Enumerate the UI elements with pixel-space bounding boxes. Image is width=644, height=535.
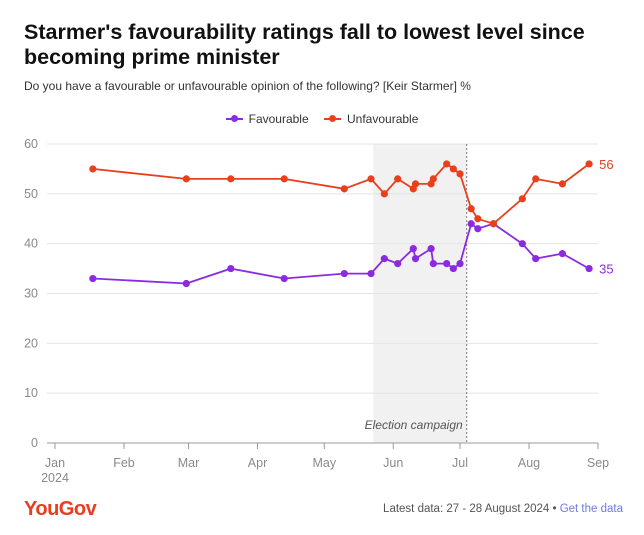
data-point-favourable (367, 269, 375, 278)
data-point-favourable (409, 245, 417, 253)
legend-swatch-favourable (225, 115, 243, 122)
x-tick-label: Feb (113, 456, 135, 470)
data-point-favourable (456, 260, 464, 268)
data-point-favourable (532, 255, 540, 263)
data-point-favourable (380, 255, 388, 263)
data-point-unfavourable (394, 175, 402, 183)
data-point-favourable (89, 274, 97, 283)
data-point-unfavourable (489, 220, 498, 228)
data-point-favourable (449, 264, 457, 273)
data-point-unfavourable (558, 180, 566, 188)
end-label-unfavourable: 56 (599, 157, 613, 172)
x-tick-label: May (312, 456, 336, 470)
latest-data-text: Latest data: 27 - 28 August 2024 • (383, 503, 560, 515)
x-tick-label: Aug (518, 456, 540, 470)
x-tick-label: Sep (587, 456, 609, 470)
legend-item-favourable[interactable]: Favourable (225, 112, 309, 126)
x-tick-label: Jun (383, 456, 403, 470)
data-point-favourable (585, 264, 593, 273)
data-point-favourable (558, 250, 566, 258)
legend-label-favourable: Favourable (248, 112, 309, 126)
get-the-data-link[interactable]: Get the data (559, 503, 623, 515)
data-point-unfavourable (474, 215, 482, 223)
end-label-favourable: 35 (599, 262, 613, 277)
data-point-unfavourable (518, 195, 526, 203)
x-tick-label: Jan (45, 456, 65, 470)
series-line-favourable (92, 222, 590, 285)
chart-legend: Favourable Unfavourable (0, 109, 644, 126)
data-point-favourable (429, 260, 437, 268)
chart-subtitle: Do you have a favourable or unfavourable… (24, 79, 471, 93)
data-point-unfavourable (411, 180, 420, 188)
data-point-unfavourable (340, 185, 348, 193)
y-tick-label: 10 (24, 386, 38, 400)
data-point-favourable (427, 245, 435, 253)
data-point-unfavourable (456, 170, 464, 178)
data-point-unfavourable (532, 175, 540, 183)
y-tick-label: 0 (31, 436, 38, 450)
legend-label-unfavourable: Unfavourable (347, 112, 419, 126)
x-tick-label: Jul (452, 456, 468, 470)
footer-note: Latest data: 27 - 28 August 2024 • Get t… (383, 503, 623, 515)
data-point-favourable (280, 274, 288, 283)
x-tick-sublabel: 2024 (41, 471, 69, 485)
data-point-unfavourable (585, 160, 593, 168)
y-tick-label: 50 (24, 187, 38, 201)
data-point-unfavourable (367, 175, 375, 183)
y-tick-label: 20 (24, 336, 38, 350)
y-tick-label: 60 (24, 137, 38, 151)
data-point-favourable (182, 279, 190, 288)
data-point-favourable (340, 269, 348, 278)
data-point-favourable (474, 225, 482, 233)
data-point-favourable (467, 220, 475, 228)
election-campaign-label: Election campaign (365, 418, 463, 432)
data-point-unfavourable (280, 175, 288, 183)
data-point-unfavourable (89, 165, 97, 173)
data-point-favourable (443, 260, 451, 268)
data-point-unfavourable (380, 190, 388, 198)
data-point-unfavourable (467, 205, 475, 213)
y-tick-label: 40 (24, 237, 38, 251)
y-tick-label: 30 (24, 287, 38, 301)
data-point-unfavourable (449, 165, 457, 173)
legend-item-unfavourable[interactable]: Unfavourable (324, 112, 418, 126)
data-point-favourable (227, 264, 235, 273)
chart-title: Starmer's favourability ratings fall to … (24, 20, 585, 69)
data-point-unfavourable (182, 175, 190, 183)
data-point-unfavourable (227, 175, 235, 183)
data-point-unfavourable (443, 160, 451, 168)
legend-swatch-unfavourable (324, 115, 341, 122)
data-point-favourable (394, 260, 402, 268)
yougov-logo[interactable]: YouGov (24, 498, 97, 520)
series-favourable: 35 (89, 220, 614, 288)
series-unfavourable: 56 (89, 157, 614, 228)
x-tick-label: Mar (178, 456, 200, 470)
data-point-unfavourable (429, 175, 437, 183)
data-point-favourable (518, 240, 526, 248)
x-tick-label: Apr (248, 456, 267, 470)
data-point-favourable (411, 255, 420, 263)
